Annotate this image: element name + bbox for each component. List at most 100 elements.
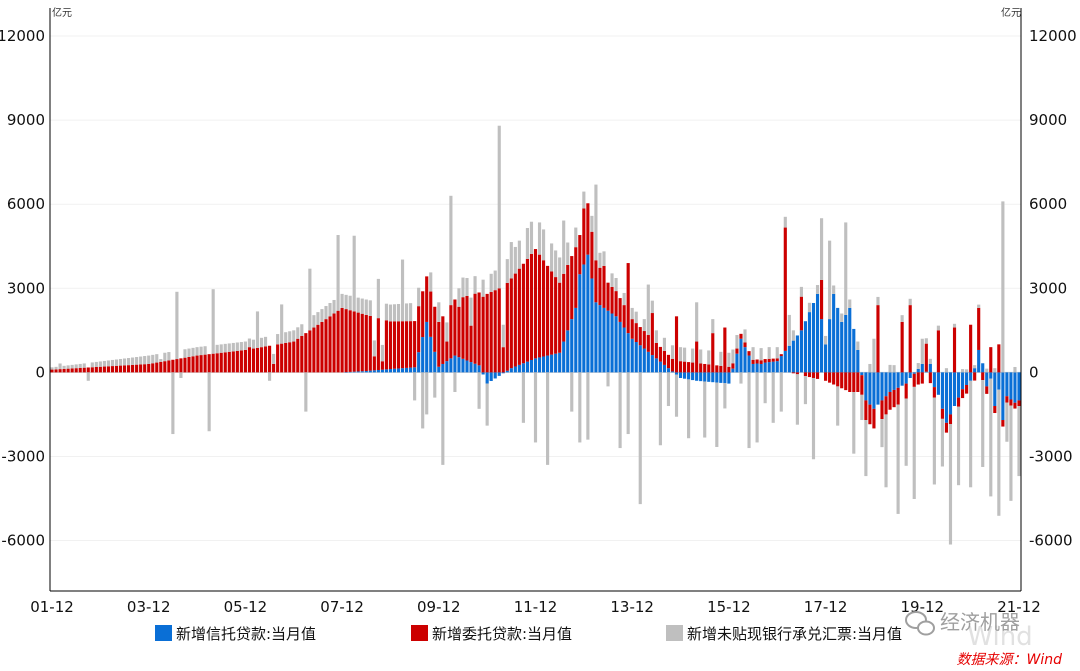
bar-entrusted [167, 360, 171, 373]
bar-entrusted [171, 359, 175, 373]
bar-trust [606, 310, 610, 373]
x-tick-label: 19-12 [900, 598, 944, 616]
bar-entrusted [272, 363, 276, 373]
bar-bills [223, 343, 227, 353]
bar-bills [868, 363, 872, 373]
bar-bills [131, 357, 135, 365]
bar-entrusted [441, 316, 445, 364]
bar-trust [388, 369, 393, 373]
bar-bills [876, 296, 880, 306]
bar-bills [840, 313, 844, 322]
bar-entrusted [658, 346, 662, 362]
bar-entrusted [956, 397, 961, 407]
bar-trust [989, 372, 993, 379]
bar-entrusted [537, 254, 542, 358]
y-tick-label-right: -6000 [1029, 532, 1073, 550]
bar-entrusted [654, 342, 658, 359]
bar-trust [449, 358, 453, 373]
bar-bills [610, 273, 614, 287]
bar-bills [384, 303, 388, 321]
y-tick-label-right: 3000 [1029, 279, 1067, 297]
bar-entrusted [417, 306, 421, 353]
bar-trust [650, 355, 654, 373]
bar-entrusted [815, 372, 820, 379]
bar-entrusted [888, 392, 892, 410]
bar-trust [1005, 372, 1009, 397]
bar-bills [932, 397, 936, 485]
bar-bills [195, 347, 199, 356]
bar-entrusted [372, 356, 376, 371]
bar-entrusted [90, 367, 94, 373]
bar-entrusted [336, 310, 340, 373]
bar-entrusted [292, 341, 296, 373]
bar-entrusted [376, 318, 380, 370]
bar-bills [529, 221, 534, 254]
x-tick-label: 17-12 [804, 598, 848, 616]
bar-trust [743, 347, 747, 373]
bar-bills [981, 380, 985, 467]
bar-marks [50, 125, 1021, 545]
bar-entrusted [699, 363, 703, 373]
bar-bills [546, 372, 550, 465]
bar-bills [340, 293, 344, 308]
bar-trust [433, 351, 437, 373]
bar-trust [815, 293, 820, 373]
bar-entrusted [743, 342, 747, 348]
bar-trust [541, 356, 546, 373]
bar-entrusted [541, 260, 546, 357]
bar-trust [727, 372, 731, 384]
bar-bills [400, 259, 405, 322]
bar-bills [376, 278, 380, 319]
bar-entrusted [155, 362, 159, 373]
bar-trust [364, 370, 368, 373]
bar-entrusted [650, 313, 654, 356]
bar-trust [598, 305, 602, 373]
bar-bills [312, 315, 316, 328]
bar-trust [824, 344, 828, 373]
bar-bills [497, 125, 501, 289]
bar-entrusted [570, 256, 574, 320]
bar-trust [501, 372, 505, 374]
bar-entrusted [840, 372, 844, 389]
bar-entrusted [924, 343, 928, 372]
bar-bills [473, 276, 477, 294]
bar-entrusted [324, 319, 328, 373]
bar-entrusted [868, 404, 872, 425]
bar-entrusted [453, 299, 457, 356]
bar-entrusted [437, 321, 441, 367]
bar-trust [457, 357, 461, 373]
bar-trust [884, 372, 888, 397]
bar-bills [888, 364, 892, 373]
bar-trust [594, 302, 598, 373]
legend-label-trust: 新增信托贷款:当月值 [176, 625, 316, 643]
x-tick-label: 11-12 [514, 598, 558, 616]
bar-bills [368, 300, 372, 316]
bar-entrusted [872, 408, 876, 429]
legend-label-entrusted: 新增委托贷款:当月值 [432, 625, 572, 643]
bar-bills [453, 372, 457, 392]
bar-entrusted [122, 365, 127, 373]
bar-entrusted [131, 364, 135, 373]
bar-bills [791, 330, 795, 341]
y-tick-label-left: -3000 [1, 447, 45, 465]
bar-bills [691, 348, 695, 363]
bar-bills [417, 287, 421, 307]
x-tick-label: 07-12 [320, 598, 364, 616]
bar-bills [243, 341, 247, 350]
bar-entrusted [916, 372, 920, 385]
bar-trust [904, 372, 908, 384]
bar-bills [1013, 366, 1017, 373]
bar-bills [848, 299, 852, 308]
bar-bills [171, 372, 175, 435]
bar-bills [513, 246, 517, 274]
bar-trust [400, 368, 405, 373]
bar-trust [372, 370, 376, 373]
bar-bills [90, 362, 94, 368]
y-tick-label-right: -3000 [1029, 447, 1073, 465]
bar-bills [884, 414, 888, 488]
bar-trust [429, 336, 433, 373]
bar-entrusted [175, 359, 179, 373]
bar-trust [888, 372, 892, 392]
y-tick-label-left: 3000 [7, 279, 45, 297]
bar-trust [719, 372, 723, 383]
